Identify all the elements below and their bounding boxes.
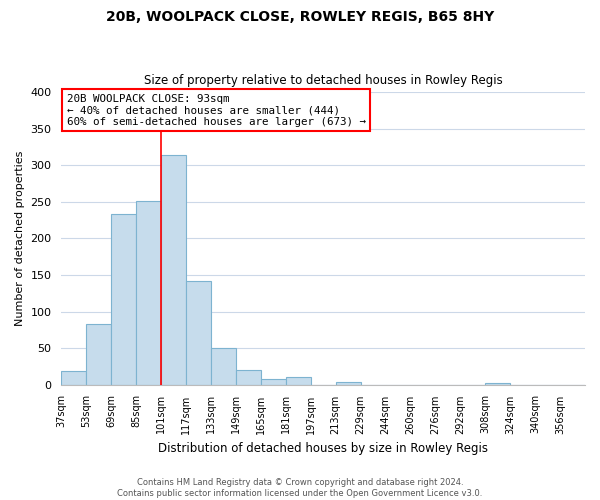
Title: Size of property relative to detached houses in Rowley Regis: Size of property relative to detached ho… (144, 74, 503, 87)
Text: 20B WOOLPACK CLOSE: 93sqm
← 40% of detached houses are smaller (444)
60% of semi: 20B WOOLPACK CLOSE: 93sqm ← 40% of detac… (67, 94, 365, 127)
Bar (236, 370, 261, 384)
Bar (86, 324, 111, 384)
Bar (261, 380, 286, 384)
Bar (186, 281, 211, 384)
Bar (61, 370, 86, 384)
Text: 20B, WOOLPACK CLOSE, ROWLEY REGIS, B65 8HY: 20B, WOOLPACK CLOSE, ROWLEY REGIS, B65 8… (106, 10, 494, 24)
Bar (286, 378, 311, 384)
Bar (161, 155, 186, 384)
Bar (485, 383, 510, 384)
Text: Contains HM Land Registry data © Crown copyright and database right 2024.
Contai: Contains HM Land Registry data © Crown c… (118, 478, 482, 498)
X-axis label: Distribution of detached houses by size in Rowley Regis: Distribution of detached houses by size … (158, 442, 488, 455)
Bar (111, 214, 136, 384)
Bar (335, 382, 361, 384)
Y-axis label: Number of detached properties: Number of detached properties (15, 151, 25, 326)
Bar (211, 348, 236, 385)
Bar (136, 201, 161, 384)
